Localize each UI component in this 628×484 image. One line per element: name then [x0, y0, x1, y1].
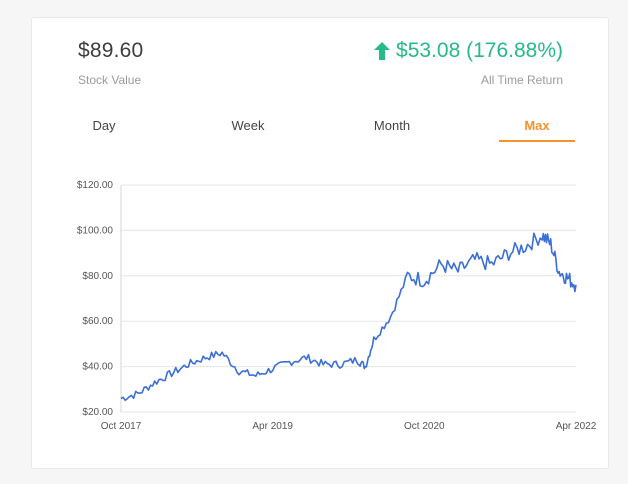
- up-arrow-icon: [374, 42, 391, 60]
- x-tick-label: Oct 2017: [101, 421, 142, 432]
- tab-label: Month: [373, 118, 411, 133]
- x-tick-label: Oct 2020: [404, 421, 445, 432]
- y-tick-label: $100.00: [77, 225, 114, 236]
- y-tick-label: $20.00: [82, 407, 113, 418]
- stock-value: $89.60: [78, 39, 144, 62]
- x-tick-label: Apr 2022: [556, 421, 597, 432]
- tab-label: Max: [524, 118, 550, 133]
- tab-max[interactable]: Max: [499, 108, 575, 144]
- tab-week[interactable]: Week: [210, 108, 286, 144]
- y-tick-label: $60.00: [82, 316, 113, 327]
- price-line: [120, 232, 577, 402]
- all-time-return: $53.08 (176.88%): [374, 39, 563, 63]
- y-tick-label: $80.00: [82, 271, 113, 282]
- x-tick-label: Apr 2019: [252, 421, 293, 432]
- y-tick-label: $120.00: [77, 180, 114, 191]
- stock-card: $89.60 Stock Value $53.08 (176.88%) All …: [31, 17, 609, 469]
- all-time-return-label: All Time Return: [480, 73, 563, 87]
- tab-label: Week: [231, 118, 265, 133]
- y-tick-label: $40.00: [82, 362, 113, 373]
- price-chart: $20.00 $40.00 $60.00 $80.00 $100.00 $120.00 Oc…: [77, 180, 597, 432]
- active-tab-underline: [499, 140, 575, 142]
- tab-label: Day: [92, 118, 116, 133]
- range-tabs: Day Week Month Max: [32, 108, 610, 144]
- tab-month[interactable]: Month: [354, 108, 430, 144]
- stock-value-label: Stock Value: [78, 73, 142, 87]
- all-time-return-value: $53.08 (176.88%): [396, 39, 563, 62]
- tab-day[interactable]: Day: [66, 108, 142, 144]
